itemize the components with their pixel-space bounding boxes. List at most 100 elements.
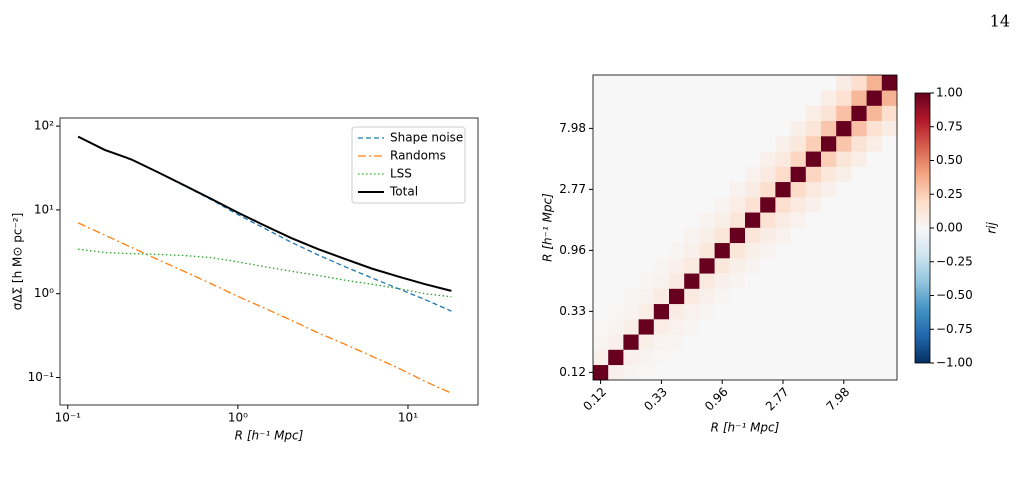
heatmap-cell <box>623 105 639 122</box>
heatmap-cell <box>866 212 883 228</box>
heatmap-cell <box>851 136 867 152</box>
heatmap-cell <box>593 136 609 152</box>
heatmap-cell <box>790 105 807 122</box>
colorbar-tick-label: −0.25 <box>936 254 973 268</box>
heatmap-cell <box>851 288 867 305</box>
heatmap-cell <box>593 90 609 106</box>
legend-label: Shape noise <box>390 131 463 145</box>
heatmap-cell <box>684 227 700 244</box>
heatmap-cell <box>775 349 791 366</box>
heatmap-cell <box>623 258 639 274</box>
heatmap-cell <box>790 319 807 335</box>
heatmap-cell <box>729 242 746 259</box>
heatmap-cell <box>836 319 852 335</box>
heatmap-cell <box>851 319 867 335</box>
heatmap-cell <box>745 136 761 152</box>
x-tick-label: 0.12 <box>580 385 609 414</box>
heatmap-cell <box>836 151 852 167</box>
heatmap-cell <box>836 288 852 305</box>
heatmap-cell <box>669 197 685 213</box>
heatmap-cell <box>638 120 655 137</box>
heatmap-cell <box>836 136 852 152</box>
heatmap-cell <box>714 181 731 198</box>
heatmap-cell <box>745 181 761 198</box>
heatmap-cell <box>836 334 852 350</box>
heatmap-cell <box>638 288 655 305</box>
heatmap-cell <box>714 120 731 137</box>
heatmap-cell <box>760 181 776 198</box>
heatmap-cell <box>593 197 609 213</box>
legend-label: LSS <box>390 167 412 181</box>
heatmap-cell <box>623 227 639 244</box>
heatmap-cell <box>684 120 700 137</box>
heatmap-cell <box>745 75 761 91</box>
heatmap-cell <box>729 227 746 244</box>
heatmap-cell <box>805 197 822 213</box>
heatmap-cell <box>669 105 685 122</box>
heatmap-cell <box>608 364 624 381</box>
x-tick-label: 10⁰ <box>228 411 248 425</box>
heatmap-cell <box>638 75 655 91</box>
heatmap-cell <box>866 349 883 366</box>
colorbar-tick-label: 1.00 <box>936 86 963 100</box>
heatmap-cell <box>653 349 670 366</box>
y-axis-label: σΔΣ [h M⊙ pc⁻²] <box>11 213 25 311</box>
heatmap-cell <box>760 242 776 259</box>
heatmap-cell <box>714 227 731 244</box>
heatmap-cell <box>866 273 883 289</box>
heatmap-cell <box>669 334 685 350</box>
heatmap-cell <box>684 303 700 320</box>
heatmap-cell <box>760 334 776 350</box>
heatmap-cell <box>760 319 776 335</box>
heatmap-cell <box>760 197 776 213</box>
heatmap-cell <box>684 212 700 228</box>
y-tick-label: 0.12 <box>559 365 586 379</box>
heatmap-cell <box>821 151 837 167</box>
heatmap-cell <box>684 334 700 350</box>
legend-box <box>351 126 466 204</box>
heatmap-cell <box>866 334 883 350</box>
heatmap-cell <box>805 136 822 152</box>
heatmap-cell <box>821 319 837 335</box>
heatmap-cell <box>866 105 883 122</box>
heatmap-cell <box>653 197 670 213</box>
heatmap-cell <box>866 166 883 183</box>
heatmap-cell <box>866 197 883 213</box>
heatmap-cell <box>805 120 822 137</box>
heatmap-cell <box>866 90 883 106</box>
heatmap-cell <box>866 75 883 91</box>
heatmap-cell <box>821 288 837 305</box>
heatmap-cell <box>881 90 898 106</box>
heatmap-cell <box>745 105 761 122</box>
heatmap-cell <box>638 136 655 152</box>
heatmap-cell <box>714 364 731 381</box>
heatmap-cell <box>805 90 822 106</box>
heatmap-cell <box>881 151 898 167</box>
heatmap-cell <box>729 334 746 350</box>
heatmap-cell <box>881 212 898 228</box>
heatmap-cell <box>805 151 822 167</box>
y-tick-label: 2.77 <box>559 182 586 196</box>
heatmap-cell <box>821 75 837 91</box>
heatmap-cell <box>593 181 609 198</box>
heatmap-cell <box>729 303 746 320</box>
heatmap-cell <box>836 75 852 91</box>
y-tick-label: 0.96 <box>559 243 586 257</box>
heatmap-cell <box>699 136 715 152</box>
heatmap-cell <box>821 364 837 381</box>
heatmap-cell <box>866 151 883 167</box>
heatmap-cell <box>881 319 898 335</box>
heatmap-cell <box>638 303 655 320</box>
heatmap-cell <box>805 181 822 198</box>
heatmap-cell <box>684 136 700 152</box>
heatmap-cell <box>699 120 715 137</box>
heatmap-cell <box>653 166 670 183</box>
heatmap-cell <box>836 166 852 183</box>
legend-label: Total <box>389 185 418 199</box>
heatmap-cell <box>669 227 685 244</box>
heatmap-cell <box>775 151 791 167</box>
heatmap-cell <box>714 273 731 289</box>
heatmap-cell <box>790 288 807 305</box>
heatmap-cell <box>745 90 761 106</box>
